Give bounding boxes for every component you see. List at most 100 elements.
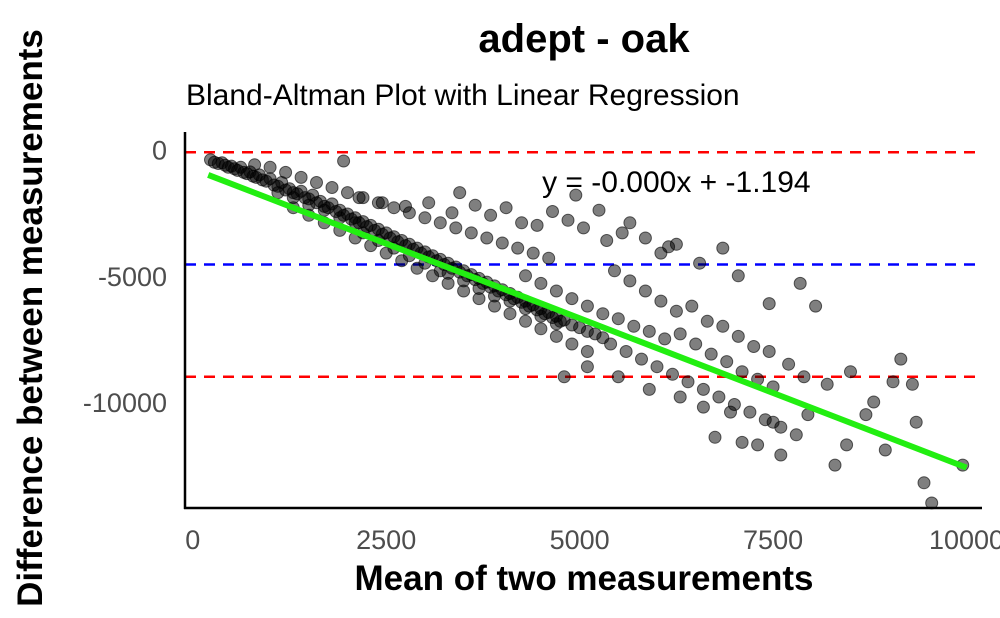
data-point (905, 377, 919, 391)
data-point (859, 408, 873, 422)
data-point (286, 191, 300, 205)
data-point (673, 390, 687, 404)
data-point (716, 241, 730, 255)
data-point (387, 201, 401, 215)
data-point (418, 211, 432, 225)
data-point (735, 435, 749, 449)
x-tick-label-1: 2500 (356, 525, 416, 555)
data-point (654, 294, 668, 308)
data-point (449, 221, 463, 235)
data-point (519, 269, 532, 283)
data-point (468, 198, 482, 212)
data-point (793, 276, 807, 290)
data-point (619, 345, 633, 358)
data-point (453, 186, 467, 200)
data-point (762, 345, 776, 358)
data-point (762, 297, 776, 311)
data-point (511, 241, 525, 255)
data-point (248, 158, 262, 172)
data-point (820, 377, 834, 391)
data-point (747, 340, 761, 353)
data-point (519, 302, 532, 316)
data-point (909, 415, 923, 429)
data-point (828, 458, 842, 472)
data-point (673, 327, 687, 341)
data-point (503, 294, 517, 308)
data-point (352, 191, 366, 205)
data-point (515, 216, 529, 230)
data-point (565, 292, 579, 306)
data-point (615, 226, 629, 240)
data-point (294, 170, 308, 184)
data-point (608, 264, 621, 278)
chart-title: adept - oak (478, 17, 690, 61)
data-point (519, 314, 532, 328)
data-point (720, 355, 734, 369)
data-point (789, 428, 803, 442)
data-point (488, 289, 501, 303)
data-point (662, 240, 676, 254)
data-point (526, 246, 540, 260)
data-point (495, 236, 509, 250)
chart-subtitle: Bland-Altman Plot with Linear Regression (186, 79, 740, 112)
data-point (696, 382, 710, 396)
data-point (894, 352, 908, 366)
data-point (472, 282, 486, 295)
data-point (638, 231, 652, 245)
regression-line-group (207, 172, 968, 471)
data-point (561, 213, 575, 227)
data-point (580, 360, 594, 374)
tick-labels: 0 2500 5000 7500 10000 0 -5000 -10000 (83, 136, 1000, 555)
data-point (712, 390, 726, 404)
data-point (337, 154, 351, 168)
x-tick-label-3: 7500 (743, 525, 803, 555)
data-point (774, 448, 788, 462)
data-point (375, 196, 389, 210)
data-point (886, 375, 900, 389)
data-point (809, 299, 823, 313)
data-point (317, 203, 331, 217)
data-point (766, 415, 780, 429)
scatter-points (204, 153, 970, 510)
data-point (263, 160, 277, 174)
data-point (503, 307, 517, 321)
data-point (484, 208, 498, 222)
data-point (685, 299, 699, 313)
data-point (867, 395, 881, 409)
data-point (623, 274, 637, 288)
data-point (708, 430, 722, 444)
data-point (666, 367, 679, 381)
x-tick-label-4: 10000 (929, 525, 1000, 555)
data-point (731, 329, 745, 343)
data-point (743, 405, 757, 419)
y-tick-label-0: 0 (152, 136, 167, 166)
data-point (530, 218, 544, 232)
data-point (596, 307, 610, 321)
data-point (279, 165, 293, 179)
data-point (499, 201, 513, 215)
data-point (681, 375, 695, 389)
data-point (635, 352, 648, 366)
data-point (464, 226, 478, 240)
data-point (546, 205, 559, 218)
data-point (534, 322, 548, 336)
regression-equation: y = -0.000x + -1.194 (542, 166, 811, 199)
x-axis-title: Mean of two measurements (355, 559, 814, 598)
data-point (716, 319, 730, 333)
data-point (580, 345, 594, 358)
data-point (549, 317, 563, 331)
data-point (611, 370, 625, 384)
axes (183, 132, 982, 510)
data-point (611, 312, 625, 326)
regression-line (207, 172, 968, 471)
data-point (840, 438, 854, 452)
data-point (735, 365, 749, 379)
data-point (600, 234, 614, 247)
data-point (433, 216, 447, 230)
data-point (638, 284, 652, 298)
data-point (534, 309, 548, 323)
data-point (580, 299, 594, 313)
data-point (696, 400, 710, 414)
data-point (399, 199, 412, 213)
data-point (445, 206, 459, 220)
